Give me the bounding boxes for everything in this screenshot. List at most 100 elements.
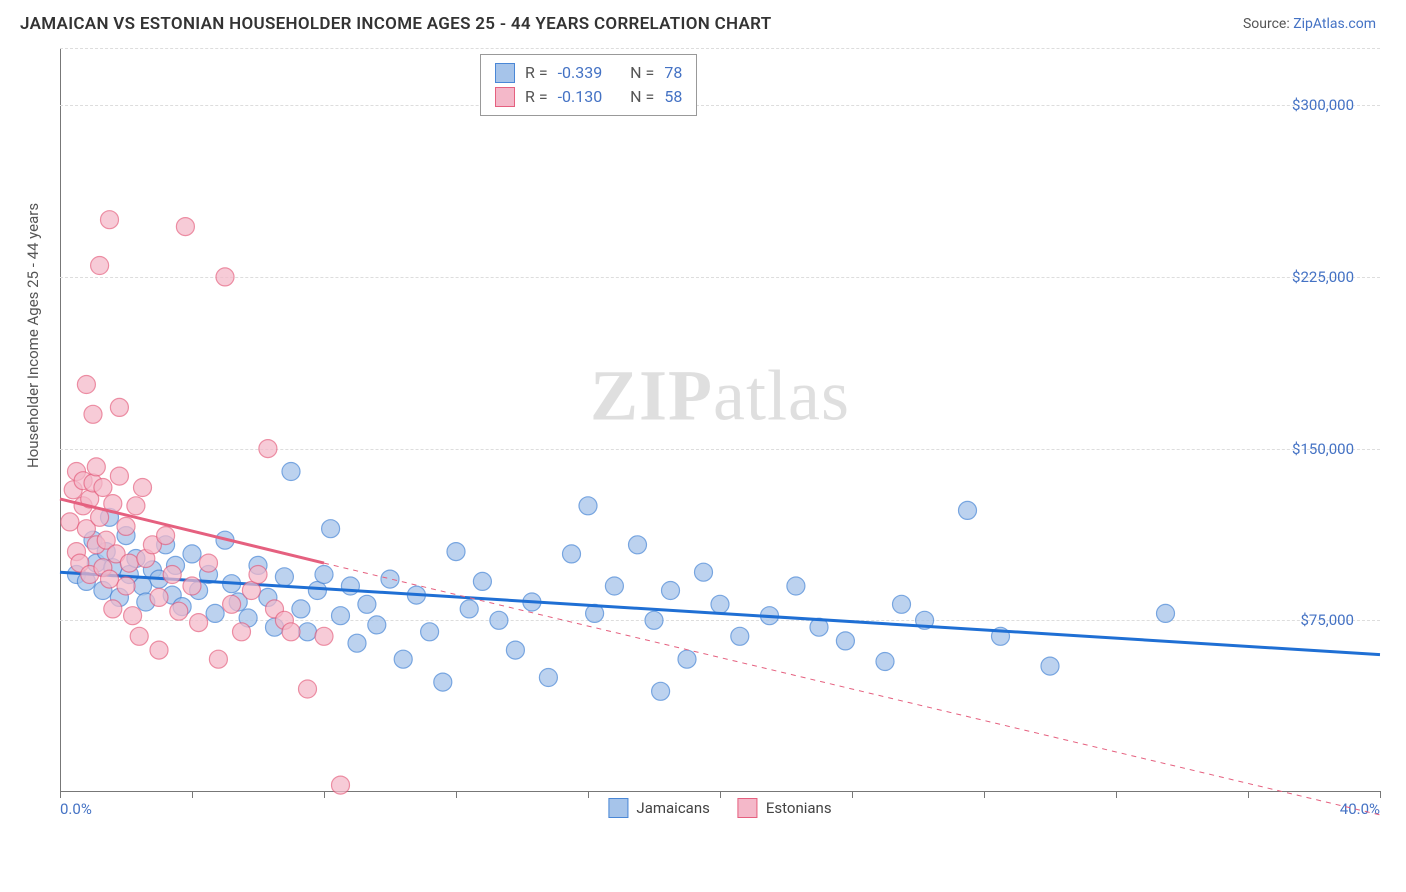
jamaicans-point (731, 627, 749, 645)
jamaicans-point (629, 536, 647, 554)
estonians-point (315, 627, 333, 645)
jamaicans-point (315, 566, 333, 584)
jamaicans-point (341, 577, 359, 595)
jamaicans-point (1157, 604, 1175, 622)
jamaicans-point (836, 632, 854, 650)
jamaicans-point (959, 501, 977, 519)
estonians-point (94, 479, 112, 497)
jamaicans-point (134, 577, 152, 595)
jamaicans-point (308, 582, 326, 600)
stats-n-value: 58 (664, 85, 682, 109)
stats-n-label: N = (630, 61, 654, 85)
chart-title: JAMAICAN VS ESTONIAN HOUSEHOLDER INCOME … (20, 14, 771, 34)
estonians-point (233, 623, 251, 641)
jamaicans-point (695, 563, 713, 581)
jamaicans-point (605, 577, 623, 595)
stats-row-jamaicans: R = -0.339 N = 78 (495, 61, 682, 85)
legend-label-jamaicans: Jamaicans (636, 799, 709, 817)
estonians-point (61, 513, 79, 531)
estonians-point (332, 776, 350, 794)
jamaicans-point (282, 463, 300, 481)
jamaicans-point (358, 595, 376, 613)
estonians-point (130, 627, 148, 645)
legend-label-estonians: Estonians (766, 799, 832, 817)
estonians-point (209, 650, 227, 668)
jamaicans-point (447, 543, 465, 561)
jamaicans-point (662, 582, 680, 600)
legend-swatch-jamaicans (608, 798, 628, 818)
estonians-point (87, 458, 105, 476)
bottom-legend: Jamaicans Estonians (608, 798, 831, 818)
legend-item-jamaicans: Jamaicans (608, 798, 709, 818)
estonians-point (84, 405, 102, 423)
estonians-point (91, 257, 109, 275)
jamaicans-point (299, 623, 317, 641)
stats-r-label: R = (525, 85, 548, 109)
estonians-point (190, 614, 208, 632)
stats-r-value: -0.339 (558, 61, 603, 85)
estonians-point (101, 570, 119, 588)
estonians-point (200, 554, 218, 572)
plot-area: $75,000$150,000$225,000$300,000 0.0% 40.… (60, 48, 1380, 838)
swatch-jamaicans (495, 63, 515, 83)
jamaicans-point (206, 604, 224, 622)
estonians-point (150, 588, 168, 606)
jamaicans-point (434, 673, 452, 691)
estonians-point (150, 641, 168, 659)
stats-row-estonians: R = -0.130 N = 58 (495, 85, 682, 109)
jamaicans-point (645, 611, 663, 629)
jamaicans-point (332, 607, 350, 625)
stats-r-label: R = (525, 61, 548, 85)
jamaicans-point (787, 577, 805, 595)
jamaicans-point (579, 497, 597, 515)
estonians-point (216, 268, 234, 286)
jamaicans-point (348, 634, 366, 652)
estonians-point (242, 582, 260, 600)
jamaicans-point (711, 595, 729, 613)
estonians-point (223, 595, 241, 613)
jamaicans-point (322, 520, 340, 538)
jamaicans-point (381, 570, 399, 588)
jamaicans-point (473, 572, 491, 590)
jamaicans-point (506, 641, 524, 659)
scatter-svg (60, 48, 1380, 838)
swatch-estonians (495, 87, 515, 107)
estonians-point (176, 218, 194, 236)
y-axis-title: Householder Income Ages 25 - 44 years (24, 203, 42, 468)
jamaicans-point (460, 600, 478, 618)
legend-item-estonians: Estonians (738, 798, 832, 818)
estonians-point (110, 398, 128, 416)
estonians-point (163, 566, 181, 584)
estonians-point (77, 376, 95, 394)
jamaicans-point (1041, 657, 1059, 675)
jamaicans-point (394, 650, 412, 668)
estonians-point (117, 517, 135, 535)
estonians-point (183, 577, 201, 595)
estonians-point (282, 623, 300, 641)
jamaicans-point (183, 545, 201, 563)
estonians-point (170, 602, 188, 620)
jamaicans-point (292, 600, 310, 618)
jamaicans-point (652, 682, 670, 700)
source-label: Source: ZipAtlas.com (1243, 16, 1376, 32)
jamaicans-point (490, 611, 508, 629)
legend-swatch-estonians (738, 798, 758, 818)
estonians-point (124, 607, 142, 625)
estonians-point (299, 680, 317, 698)
estonians-point (117, 577, 135, 595)
estonians-point (259, 440, 277, 458)
stats-n-label: N = (630, 85, 654, 109)
jamaicans-point (539, 669, 557, 687)
x-tick (1380, 791, 1381, 798)
source-link[interactable]: ZipAtlas.com (1293, 16, 1376, 32)
stats-r-value: -0.130 (558, 85, 603, 109)
estonians-point (110, 467, 128, 485)
source-prefix: Source: (1243, 16, 1290, 32)
jamaicans-point (876, 653, 894, 671)
estonians-point (157, 527, 175, 545)
estonians-point (101, 211, 119, 229)
estonians-point (120, 554, 138, 572)
stats-legend-box: R = -0.339 N = 78 R = -0.130 N = 58 (480, 54, 697, 116)
jamaicans-point (893, 595, 911, 613)
estonians-point (127, 497, 145, 515)
